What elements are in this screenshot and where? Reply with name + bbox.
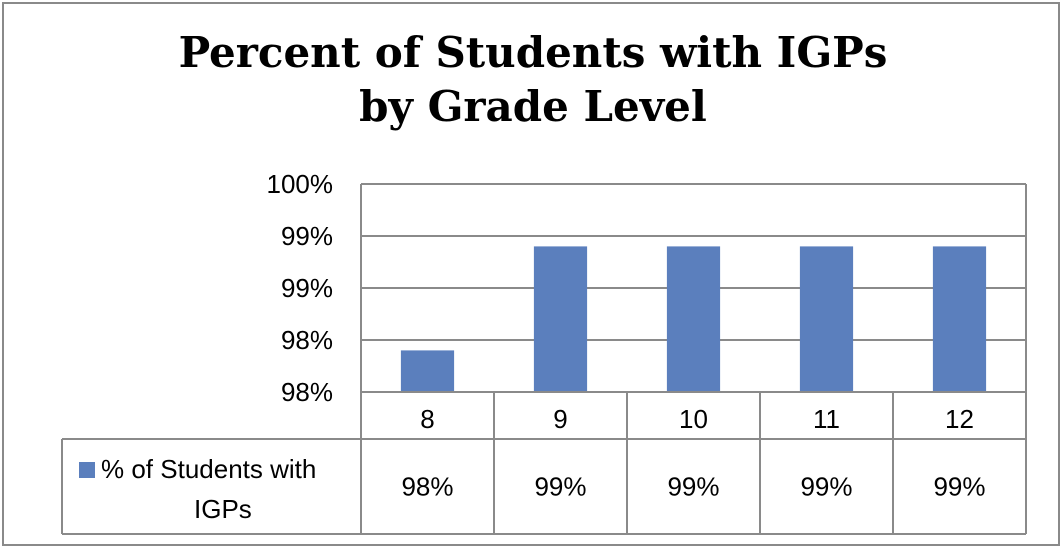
bar	[932, 246, 987, 392]
legend-series-name-line-1: % of Students with	[101, 454, 316, 484]
bar	[400, 350, 455, 392]
y-axis: 98% 98% 99% 99% 100%	[267, 169, 334, 407]
y-tick-label: 99%	[281, 221, 333, 251]
table-value-cell: 99%	[800, 472, 852, 502]
chart-frame: Percent of Students with IGPs by Grade L…	[2, 2, 1060, 546]
x-category-label: 12	[945, 404, 974, 434]
table-value-cell: 99%	[534, 472, 586, 502]
bars	[400, 246, 987, 392]
bar	[533, 246, 588, 392]
y-tick-label: 98%	[281, 325, 333, 355]
y-tick-label: 99%	[281, 273, 333, 303]
x-category-label: 9	[553, 404, 567, 434]
x-category-label: 10	[679, 404, 708, 434]
chart-title-line-1: Percent of Students with IGPs	[178, 28, 888, 77]
y-tick-label: 98%	[281, 377, 333, 407]
bar	[799, 246, 854, 392]
table-value-cell: 99%	[667, 472, 719, 502]
data-table: 8 9 10 11 12 98% 99% 99% 99% 99% % of Students wit…	[61, 391, 1027, 535]
bar-chart: 98% 98% 99% 99% 100% 8 9 10 11 12 98% 99% 99% 99% 99%…	[61, 169, 1027, 535]
x-category-label: 8	[420, 404, 434, 434]
table-value-cell: 98%	[401, 472, 453, 502]
legend-series-name-line-2: IGPs	[194, 494, 252, 524]
legend-swatch	[79, 462, 95, 478]
chart-title-line-2: by Grade Level	[359, 82, 707, 131]
x-category-label: 11	[813, 404, 840, 434]
table-value-cell: 99%	[933, 472, 985, 502]
chart-title: Percent of Students with IGPs by Grade L…	[4, 26, 1062, 134]
bar	[666, 246, 721, 392]
y-tick-label: 100%	[267, 169, 334, 199]
